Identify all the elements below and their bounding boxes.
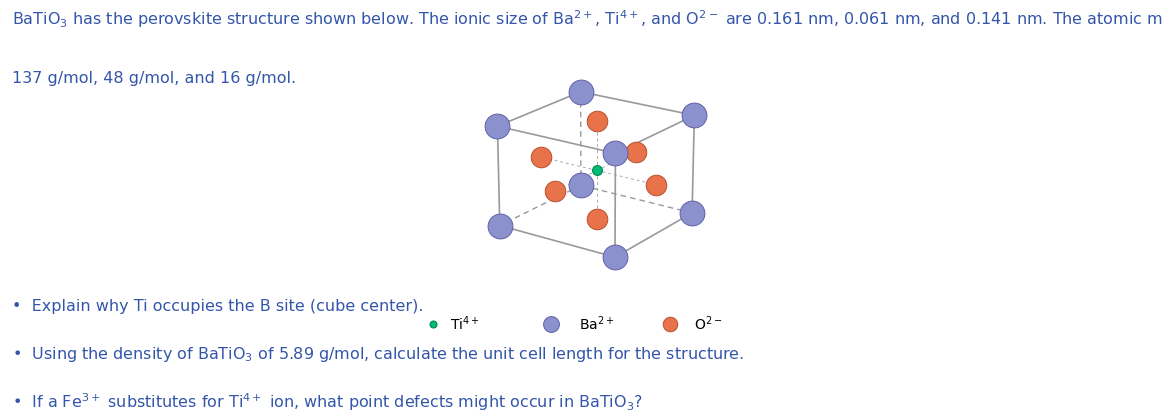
- Text: •  Using the density of BaTiO$_3$ of 5.89 g/mol, calculate the unit cell length : • Using the density of BaTiO$_3$ of 5.89…: [12, 345, 744, 364]
- Text: •  If a Fe$^{3+}$ substitutes for Ti$^{4+}$ ion, what point defects might occur : • If a Fe$^{3+}$ substitutes for Ti$^{4+…: [12, 392, 643, 413]
- Text: Ba$^{2+}$: Ba$^{2+}$: [579, 315, 614, 333]
- Text: O$^{2-}$: O$^{2-}$: [694, 315, 722, 333]
- Text: BaTiO$_3$ has the perovskite structure shown below. The ionic size of Ba$^{2+}$,: BaTiO$_3$ has the perovskite structure s…: [12, 8, 1163, 30]
- Point: [711, 188, 729, 195]
- Text: 137 g/mol, 48 g/mol, and 16 g/mol.: 137 g/mol, 48 g/mol, and 16 g/mol.: [12, 71, 295, 86]
- Text: Ti$^{4+}$: Ti$^{4+}$: [450, 315, 479, 333]
- Text: •  Explain why Ti occupies the B site (cube center).: • Explain why Ti occupies the B site (cu…: [12, 299, 423, 314]
